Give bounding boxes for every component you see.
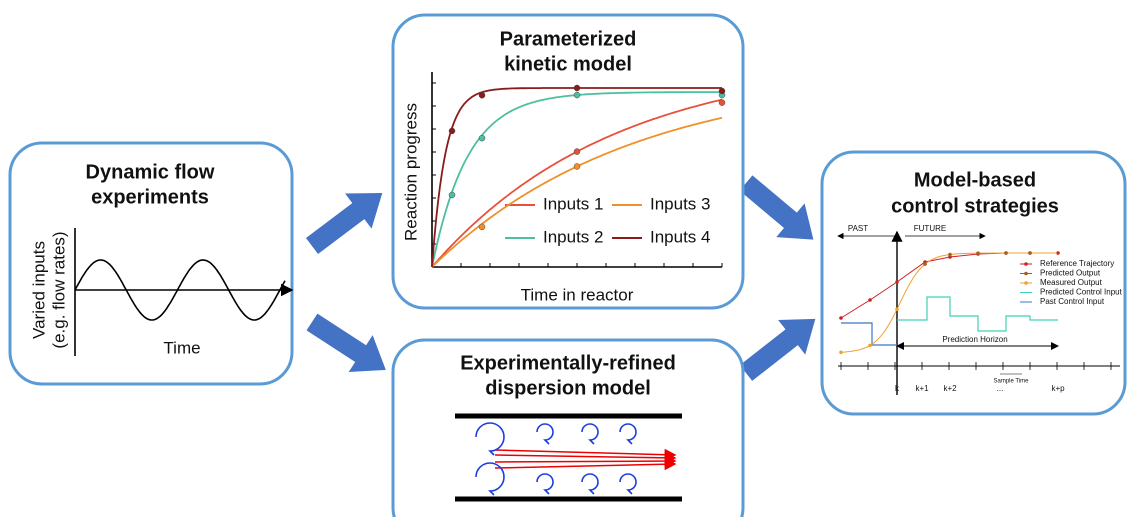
reference-point [895, 280, 899, 284]
reference-point [1056, 251, 1060, 255]
output-point [923, 262, 927, 266]
x-label: Time [163, 338, 200, 357]
legend-dot [1024, 281, 1028, 285]
flow-experiments-box: Dynamic flow experiments Varied inputs (… [8, 141, 294, 386]
data-point [448, 127, 456, 135]
tick-label: k [895, 384, 900, 393]
legend-label: Inputs 2 [543, 227, 604, 246]
data-point [573, 163, 581, 170]
legend-label: Predicted Control Input [1040, 288, 1123, 297]
x-label: Time in reactor [521, 285, 634, 304]
swirl [619, 423, 637, 445]
control-box: Model-based control strategies PAST FUTU… [820, 150, 1127, 416]
reference-point [948, 255, 952, 259]
past-label: PAST [848, 224, 868, 233]
box-title: Parameterized [500, 28, 637, 50]
legend-label: Measured Output [1040, 278, 1103, 287]
output-point [1004, 251, 1008, 255]
output-point [1028, 251, 1032, 255]
box-title: kinetic model [504, 53, 632, 75]
data-point [718, 87, 726, 95]
data-point [478, 134, 486, 142]
swirl [619, 473, 637, 495]
swirl [536, 423, 554, 445]
swirl [475, 422, 505, 456]
output-point [839, 350, 843, 355]
data-point [478, 91, 486, 99]
output-point [868, 343, 872, 348]
swirl [581, 423, 599, 445]
reference-point [839, 316, 843, 320]
box-title: control strategies [891, 195, 1059, 217]
flow-arrows [305, 175, 816, 381]
box-title: dispersion model [485, 377, 651, 399]
box-title: Experimentally-refined [460, 352, 676, 374]
legend-label: Reference Trajectory [1040, 259, 1114, 268]
swirl [475, 462, 505, 496]
data-point [573, 148, 581, 155]
tick-label: ... [997, 384, 1004, 393]
legend-label: Inputs 1 [543, 194, 604, 213]
data-point [718, 99, 726, 106]
legend-label: Past Control Input [1040, 297, 1105, 306]
data-point [573, 84, 581, 92]
box-title: experiments [91, 186, 209, 208]
legend-dot [1024, 271, 1028, 276]
output-point [948, 252, 952, 257]
output-point [976, 251, 980, 255]
horizon-label: Prediction Horizon [942, 335, 1007, 344]
output-point [895, 307, 899, 312]
y-label: (e.g. flow rates) [49, 231, 68, 348]
tick-label: k+1 [915, 384, 929, 393]
kinetic-model-box: Parameterized kinetic model Inputs 1 Inpu… [391, 13, 745, 310]
box-title: Model-based [914, 169, 1036, 191]
box-title: Dynamic flow [86, 161, 215, 183]
data-point [448, 191, 456, 199]
legend-label: Inputs 3 [650, 194, 711, 213]
legend-dot [1024, 262, 1028, 266]
y-label: Varied inputs [29, 241, 48, 339]
tick-label: k+p [1051, 384, 1065, 393]
data-point [573, 91, 581, 99]
data-point [478, 223, 486, 231]
y-label: Reaction progress [401, 103, 420, 241]
reference-point [868, 298, 872, 302]
future-label: FUTURE [914, 224, 946, 233]
dispersion-model-box: Experimentally-refined dispersion model [391, 338, 745, 517]
legend-label: Inputs 4 [650, 227, 711, 246]
sample-time-label: Sample Time [993, 379, 1029, 385]
tick-label: k+2 [943, 384, 957, 393]
legend-label: Predicted Output [1040, 269, 1101, 278]
swirl [536, 473, 554, 495]
swirl [581, 473, 599, 495]
